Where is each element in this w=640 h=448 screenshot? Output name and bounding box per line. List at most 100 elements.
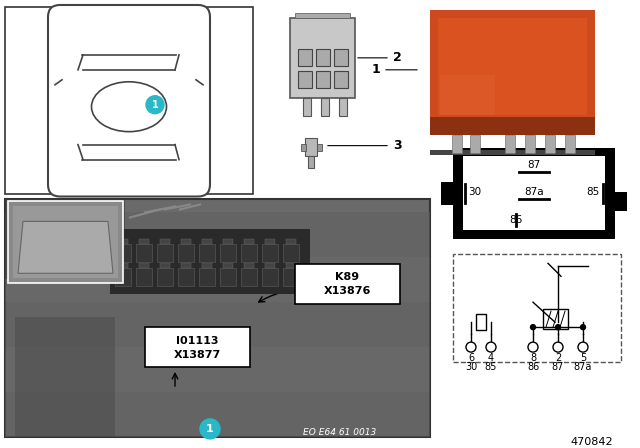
Bar	[13, 207, 118, 278]
Bar	[115, 244, 131, 263]
Bar	[223, 263, 233, 268]
Bar	[614, 191, 627, 211]
Bar	[244, 239, 254, 244]
FancyBboxPatch shape	[48, 5, 210, 197]
Bar	[136, 268, 152, 286]
Bar	[452, 135, 462, 153]
Bar	[283, 244, 299, 263]
Circle shape	[580, 325, 586, 330]
Bar	[430, 10, 595, 135]
Bar	[283, 268, 299, 286]
Bar	[5, 7, 253, 194]
Text: 2: 2	[393, 52, 402, 65]
Text: K89: K89	[335, 272, 359, 282]
Bar	[430, 116, 595, 135]
Polygon shape	[18, 221, 113, 273]
Bar	[5, 212, 430, 257]
Circle shape	[200, 419, 220, 439]
Bar	[220, 244, 236, 263]
Bar	[286, 263, 296, 268]
Bar	[145, 327, 250, 367]
Bar	[15, 317, 115, 437]
Bar	[202, 263, 212, 268]
Bar	[305, 138, 317, 155]
Bar	[241, 268, 257, 286]
Bar	[301, 144, 306, 151]
Text: X13876: X13876	[323, 286, 371, 296]
Circle shape	[486, 342, 496, 352]
Text: 4: 4	[488, 353, 494, 363]
Text: 8: 8	[530, 353, 536, 363]
Bar	[178, 268, 194, 286]
Circle shape	[556, 325, 561, 330]
Text: 87a: 87a	[524, 186, 544, 197]
Bar	[181, 263, 191, 268]
Bar	[453, 254, 621, 362]
Text: 1: 1	[152, 100, 158, 110]
Bar	[505, 135, 515, 153]
Bar	[157, 268, 173, 286]
Bar	[223, 239, 233, 244]
Bar	[316, 49, 330, 66]
Bar	[178, 244, 194, 263]
Bar	[298, 71, 312, 88]
Text: 87a: 87a	[574, 362, 592, 372]
Bar	[118, 239, 128, 244]
Bar	[476, 314, 486, 330]
Bar	[303, 98, 311, 116]
Bar	[139, 263, 149, 268]
Bar	[241, 244, 257, 263]
Bar	[5, 199, 125, 279]
Bar	[525, 135, 535, 153]
Circle shape	[531, 325, 536, 330]
Bar	[543, 309, 568, 329]
Bar	[308, 155, 314, 168]
Bar	[339, 98, 347, 116]
Bar	[181, 239, 191, 244]
Bar	[5, 347, 430, 392]
Bar	[115, 268, 131, 286]
Bar	[453, 148, 615, 239]
Circle shape	[528, 342, 538, 352]
Bar	[160, 239, 170, 244]
Bar	[5, 302, 430, 347]
Circle shape	[466, 342, 476, 352]
Circle shape	[578, 342, 588, 352]
Bar	[438, 18, 587, 115]
Bar	[298, 49, 312, 66]
Bar	[139, 239, 149, 244]
Text: 87: 87	[527, 159, 541, 170]
Circle shape	[553, 342, 563, 352]
Bar	[244, 263, 254, 268]
Bar	[262, 268, 278, 286]
Bar	[334, 49, 348, 66]
Bar	[199, 268, 215, 286]
Text: 2: 2	[555, 353, 561, 363]
Bar	[202, 239, 212, 244]
Text: 87: 87	[552, 362, 564, 372]
Bar	[8, 202, 123, 283]
Text: 86: 86	[509, 215, 523, 225]
Circle shape	[146, 96, 164, 114]
Bar	[5, 257, 430, 302]
Bar	[316, 71, 330, 88]
Bar	[295, 13, 350, 18]
Text: 30: 30	[465, 362, 477, 372]
Text: 85: 85	[485, 362, 497, 372]
Bar	[286, 239, 296, 244]
Bar	[463, 155, 605, 230]
Bar	[334, 71, 348, 88]
Bar	[160, 263, 170, 268]
Bar	[220, 268, 236, 286]
Bar	[157, 244, 173, 263]
Bar	[565, 135, 575, 153]
Text: 86: 86	[527, 362, 539, 372]
Text: EO E64 61 0013: EO E64 61 0013	[303, 428, 376, 437]
Bar	[136, 244, 152, 263]
Bar	[295, 264, 400, 304]
Bar	[545, 135, 555, 153]
Bar	[110, 229, 310, 294]
Bar	[118, 263, 128, 268]
Bar	[441, 181, 454, 206]
Text: 30: 30	[468, 186, 481, 197]
